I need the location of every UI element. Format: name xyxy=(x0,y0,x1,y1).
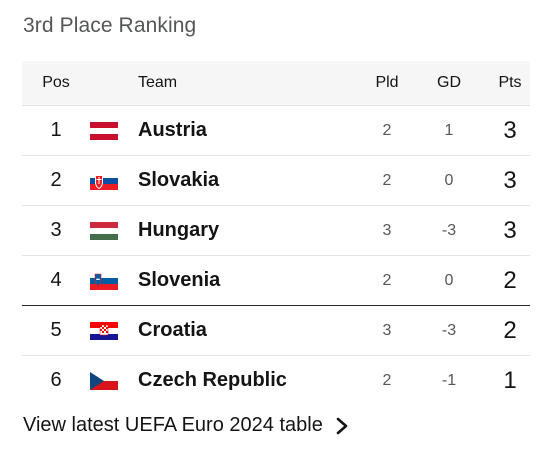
hungary-flag-icon xyxy=(88,206,120,255)
row-team: Hungary xyxy=(138,219,220,241)
row-gd: -3 xyxy=(441,321,457,339)
row-pts: 2 xyxy=(503,266,517,294)
row-team: Croatia xyxy=(138,319,207,341)
table-row: 3 Hungary 3 -3 3 xyxy=(22,205,530,255)
row-pts: 2 xyxy=(503,316,517,344)
table-row: 2 Slovakia 2 0 3 xyxy=(22,155,530,205)
austria-flag-icon xyxy=(88,106,120,155)
row-pld: 3 xyxy=(382,321,392,339)
row-team: Austria xyxy=(138,119,207,141)
table-row: 5 Croatia 3 -3 2 xyxy=(22,305,530,355)
view-table-link[interactable]: View latest UEFA Euro 2024 table xyxy=(23,414,349,437)
row-team: Slovakia xyxy=(138,169,220,191)
row-gd: 0 xyxy=(444,271,454,289)
row-pos: 3 xyxy=(50,219,62,241)
header-pld: Pld xyxy=(375,74,399,91)
chevron-right-icon xyxy=(336,417,348,434)
row-pos: 4 xyxy=(50,269,62,291)
row-pld: 2 xyxy=(382,271,392,289)
table-row: 4 Slovenia 2 0 2 xyxy=(22,255,530,305)
row-pos: 1 xyxy=(50,119,62,141)
row-pos: 2 xyxy=(50,169,62,191)
row-gd: -1 xyxy=(441,371,457,389)
standings-table: Pos Team Pld GD Pts 1 Austria 2 1 3 2 xyxy=(22,61,530,405)
row-pts: 1 xyxy=(503,366,517,394)
row-pts: 3 xyxy=(503,166,517,194)
row-pld: 3 xyxy=(382,221,392,239)
croatia-flag-icon xyxy=(88,306,120,355)
view-table-link-label: View latest UEFA Euro 2024 table xyxy=(23,414,323,436)
header-team: Team xyxy=(138,74,178,91)
czech-republic-flag-icon xyxy=(88,356,120,405)
row-team: Czech Republic xyxy=(138,369,287,391)
row-team: Slovenia xyxy=(138,269,221,291)
header-pos: Pos xyxy=(42,74,70,91)
row-pld: 2 xyxy=(382,171,392,189)
table-header: Pos Team Pld GD Pts xyxy=(22,61,530,105)
row-pts: 3 xyxy=(503,116,517,144)
row-gd: 1 xyxy=(444,121,454,139)
slovenia-flag-icon xyxy=(88,256,120,305)
row-pos: 5 xyxy=(50,319,62,341)
table-row: 6 Czech Republic 2 -1 1 xyxy=(22,355,530,405)
row-pld: 2 xyxy=(382,121,392,139)
row-gd: -3 xyxy=(441,221,457,239)
slovakia-flag-icon xyxy=(88,156,120,205)
page-title: 3rd Place Ranking xyxy=(23,14,197,37)
row-gd: 0 xyxy=(444,171,454,189)
table-row: 1 Austria 2 1 3 xyxy=(22,105,530,155)
header-gd: GD xyxy=(437,74,461,91)
row-pld: 2 xyxy=(382,371,392,389)
header-pts: Pts xyxy=(498,74,522,91)
row-pts: 3 xyxy=(503,216,517,244)
row-pos: 6 xyxy=(50,369,62,391)
